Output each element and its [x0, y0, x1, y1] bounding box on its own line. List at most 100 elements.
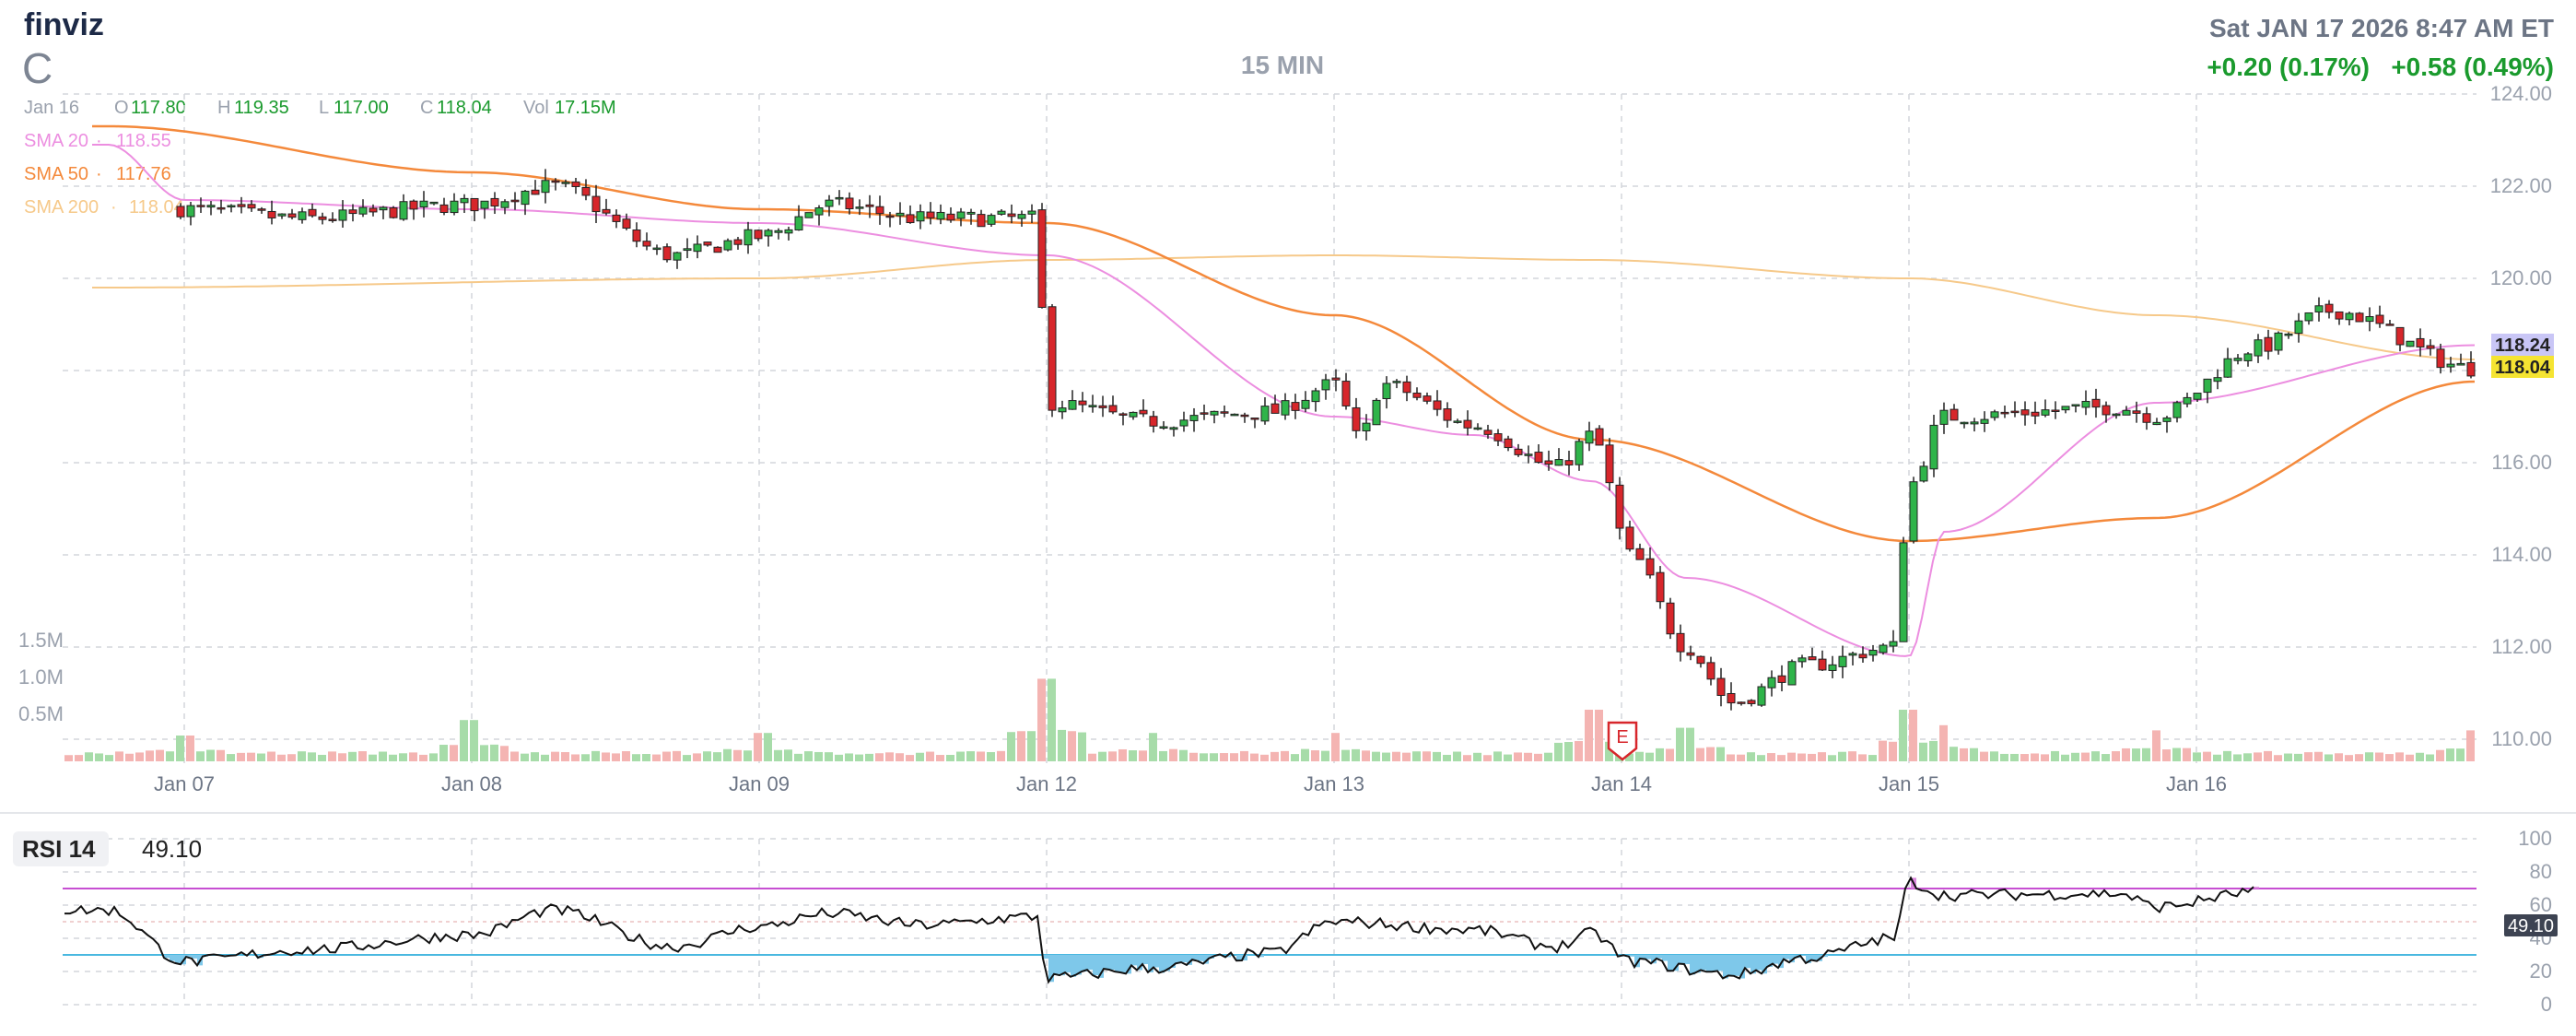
candle-body	[521, 190, 530, 206]
volume-bar	[1331, 733, 1340, 761]
volume-bar	[186, 736, 194, 761]
candle-body	[662, 246, 672, 261]
finviz-logo[interactable]: finviz	[24, 7, 104, 42]
volume-bar	[1524, 752, 1532, 761]
volume-bar	[723, 748, 732, 761]
volume-bar	[1341, 749, 1350, 761]
volume-bar	[673, 750, 681, 761]
candle-body	[490, 197, 499, 207]
volume-bar	[1382, 752, 1390, 761]
volume-bar	[1169, 748, 1177, 761]
volume-bar	[612, 753, 620, 761]
candle-body	[733, 239, 743, 245]
candle-body	[2102, 405, 2111, 416]
candle-body	[855, 206, 864, 209]
candle-body	[1321, 379, 1330, 391]
candle-body	[1088, 405, 1097, 407]
candle-body	[176, 206, 185, 218]
sma-price-tag: 118.24	[2495, 336, 2551, 356]
volume-bar	[450, 745, 458, 761]
volume-bar	[257, 753, 265, 761]
volume-bar	[896, 753, 904, 761]
candle-body	[997, 210, 1006, 215]
volume-bar	[1929, 740, 1938, 761]
candle-body	[1463, 419, 1472, 429]
candle-body	[1118, 413, 1128, 416]
volume-bar	[966, 751, 975, 761]
candle-body	[217, 206, 226, 210]
volume-bar	[338, 753, 346, 761]
volume-bar	[1118, 748, 1127, 761]
earnings-marker[interactable]: E	[1607, 721, 1638, 761]
volume-bar	[794, 753, 802, 761]
volume-bar	[206, 749, 215, 761]
volume-bar	[865, 753, 873, 761]
candle-body	[1797, 657, 1807, 663]
candle-body	[2466, 361, 2476, 377]
candle-body	[2122, 409, 2131, 416]
candle-body	[1372, 399, 1381, 426]
candle-body	[2000, 411, 2009, 415]
sma50-legend-label[interactable]: SMA 50	[24, 164, 88, 184]
sma20-legend-dot: ·	[96, 131, 102, 151]
ohlc-close: 118.04	[437, 98, 492, 118]
price-candles[interactable]	[176, 169, 2476, 711]
candle-body	[2051, 409, 2060, 412]
volume-bar	[2254, 752, 2262, 761]
candle-body	[571, 181, 580, 187]
candle-body	[1858, 653, 1868, 659]
volume-bar	[75, 755, 83, 761]
candle-body	[1331, 377, 1341, 381]
candle-body	[987, 215, 996, 225]
volume-bar	[369, 754, 377, 761]
ohlc-close-label: C	[420, 98, 433, 118]
volume-bar	[196, 751, 205, 761]
timeframe-label[interactable]: 15 MIN	[1241, 51, 1324, 79]
candle-body	[885, 215, 895, 218]
candle-body	[642, 241, 651, 247]
candle-body	[1747, 700, 1756, 704]
volume-bar	[328, 751, 336, 761]
volume-bar	[591, 750, 600, 761]
volume-bar	[2071, 752, 2079, 761]
candle-body	[1068, 400, 1077, 410]
candle-body	[1514, 448, 1523, 455]
candle-body	[1159, 426, 1168, 429]
candle-body	[206, 205, 216, 208]
volume-bar	[2406, 754, 2414, 761]
candle-body	[1939, 409, 1949, 425]
sma20-legend-label[interactable]: SMA 20	[24, 131, 88, 151]
volume-bar	[267, 751, 275, 761]
volume-bar	[662, 751, 671, 761]
volume-bar	[1473, 752, 1481, 761]
volume-bar	[2193, 752, 2201, 761]
candle-body	[591, 195, 601, 213]
volume-bar	[713, 752, 721, 761]
volume-bar	[683, 755, 691, 761]
volume-bar	[1220, 753, 1228, 761]
volume-bar	[1939, 724, 1948, 761]
candle-body	[1443, 408, 1452, 421]
volume-bar	[652, 754, 661, 761]
candle-body	[308, 208, 317, 217]
candle-body	[1027, 210, 1036, 215]
volume-bar	[1291, 754, 1299, 761]
candle-body	[2426, 345, 2435, 349]
candle-body	[744, 229, 753, 246]
date-tick-label: Jan 15	[1879, 772, 1939, 795]
price-tick-label: 110.00	[2491, 727, 2552, 750]
sma50-line	[92, 124, 2476, 543]
volume-bar	[602, 752, 610, 761]
sma200-legend-label[interactable]: SMA 200	[24, 197, 99, 218]
candle-body	[1676, 632, 1685, 653]
ohlc-row: Jan 16 O 117.80 H 119.35 L 117.00 C 118.…	[24, 98, 616, 118]
candle-body	[1281, 400, 1290, 416]
volume-bar	[2203, 751, 2211, 761]
candle-body	[1352, 406, 1361, 431]
volume-bar	[642, 754, 650, 761]
rsi-label[interactable]: RSI 14	[22, 835, 96, 863]
candle-body	[1868, 650, 1878, 656]
rsi-tag-bg	[2504, 914, 2558, 936]
volume-bar	[1605, 741, 1613, 761]
volume-bar	[64, 755, 73, 761]
